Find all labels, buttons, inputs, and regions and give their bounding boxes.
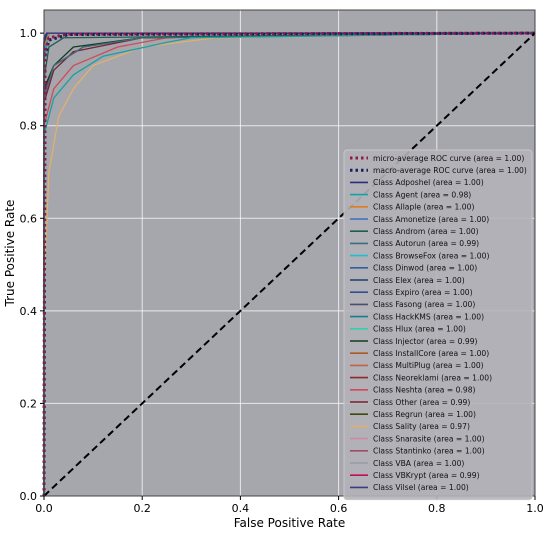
legend-box <box>343 149 533 501</box>
legend-entry-label: Class Elex (area = 1.00) <box>373 276 465 285</box>
legend-entry-label: Class Agent (area = 0.98) <box>373 190 471 199</box>
roc-series-line <box>43 32 536 496</box>
legend-entry-label: Class MultiPlug (area = 1.00) <box>373 361 484 370</box>
y-tick-label: 0.2 <box>20 397 38 410</box>
legend-entry-label: Class Androm (area = 1.00) <box>373 227 479 236</box>
legend-entry-label: Class Other (area = 0.99) <box>373 398 470 407</box>
legend-entry-label: Class Fasong (area = 1.00) <box>373 300 475 309</box>
legend-entry-label: Class Expiro (area = 1.00) <box>373 288 473 297</box>
legend-entry-label: Class Sality (area = 0.97) <box>373 422 470 431</box>
legend-entry-label: Class Stantinko (area = 1.00) <box>373 447 485 456</box>
axis-ticks: 0.0 0.2 0.4 0.6 0.8 1.0 0.0 0.2 0.4 0.6 0.8 1.0 <box>20 27 544 515</box>
legend: micro-average ROC curve (area = 1.00) mac… <box>343 149 533 501</box>
roc-series-line <box>42 31 536 497</box>
legend-entry-label: Class Dinwod (area = 1.00) <box>373 264 477 273</box>
x-tick-label: 0.0 <box>35 502 53 515</box>
legend-entry-label: Class VBKrypt (area = 0.99) <box>373 471 480 480</box>
chance-diagonal-line <box>43 32 536 497</box>
legend-entry-label: Class InstallCore (area = 1.00) <box>373 349 489 358</box>
y-tick-label: 0.8 <box>20 120 38 133</box>
legend-entry-label: Class Neshta (area = 0.98) <box>373 386 476 395</box>
legend-entry-label: Class Neoreklami (area = 1.00) <box>373 373 492 382</box>
legend-entry-label: Class Autorun (area = 0.99) <box>373 239 479 248</box>
x-tick-label: 0.2 <box>133 502 151 515</box>
legend-entry-label: Class Hlux (area = 1.00) <box>373 325 466 334</box>
x-tick-label: 0.8 <box>428 502 446 515</box>
y-tick-label: 0.6 <box>20 212 38 225</box>
y-tick-label: 0.4 <box>20 305 38 318</box>
y-tick-label: 0.0 <box>20 490 38 503</box>
y-axis-title: True Positive Rate <box>3 200 17 308</box>
legend-entry-label: Class Regrun (area = 1.00) <box>373 410 476 419</box>
legend-entry-label: macro-average ROC curve (area = 1.00) <box>373 166 527 175</box>
legend-entry-label: Class Adposhel (area = 1.00) <box>373 178 484 187</box>
legend-entry-label: Class Vilsel (area = 1.00) <box>373 483 469 492</box>
legend-entry-label: Class VBA (area = 1.00) <box>373 459 464 468</box>
legend-entry-label: Class Amonetize (area = 1.00) <box>373 215 489 224</box>
x-tick-label: 0.6 <box>330 502 348 515</box>
y-tick-label: 1.0 <box>20 27 38 40</box>
legend-entry-label: Class Snarasite (area = 1.00) <box>373 434 485 443</box>
legend-entry-label: Class Allaple (area = 1.00) <box>373 203 474 212</box>
x-tick-label: 0.4 <box>232 502 250 515</box>
legend-entry-label: Class Injector (area = 0.99) <box>373 337 478 346</box>
plot-frame <box>43 9 536 497</box>
series-lines <box>42 31 536 497</box>
plot-border <box>43 9 536 497</box>
roc-series-line <box>43 32 536 496</box>
legend-entry-label: micro-average ROC curve (area = 1.00) <box>373 154 524 163</box>
x-axis-title: False Positive Rate <box>234 516 346 530</box>
legend-entry-label: Class BrowseFox (area = 1.00) <box>373 251 489 260</box>
legend-entry-label: Class HackKMS (area = 1.00) <box>373 312 484 321</box>
x-tick-label: 1.0 <box>526 502 544 515</box>
